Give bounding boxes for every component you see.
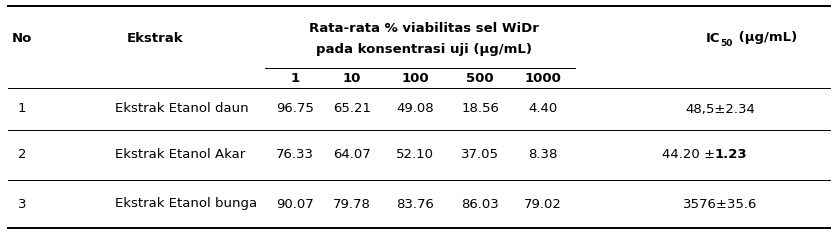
Text: 76.33: 76.33 xyxy=(276,149,314,161)
Text: 90.07: 90.07 xyxy=(277,197,314,211)
Text: 500: 500 xyxy=(466,71,494,85)
Text: 65.21: 65.21 xyxy=(333,102,371,116)
Text: 1: 1 xyxy=(291,71,299,85)
Text: 2: 2 xyxy=(18,149,26,161)
Text: 3: 3 xyxy=(18,197,26,211)
Text: Ekstrak Etanol bunga: Ekstrak Etanol bunga xyxy=(115,197,257,211)
Text: 64.07: 64.07 xyxy=(334,149,371,161)
Text: Rata-rata % viabilitas sel WiDr: Rata-rata % viabilitas sel WiDr xyxy=(309,22,539,34)
Text: 48,5±2.34: 48,5±2.34 xyxy=(685,102,755,116)
Text: Ekstrak Etanol daun: Ekstrak Etanol daun xyxy=(115,102,249,116)
Text: 3576±35.6: 3576±35.6 xyxy=(683,197,758,211)
Text: 83.76: 83.76 xyxy=(396,197,434,211)
Text: IC: IC xyxy=(706,31,720,44)
Text: 79.78: 79.78 xyxy=(333,197,371,211)
Text: Ekstrak: Ekstrak xyxy=(127,31,184,44)
Text: 52.10: 52.10 xyxy=(396,149,434,161)
Text: 96.75: 96.75 xyxy=(276,102,314,116)
Text: 86.03: 86.03 xyxy=(461,197,499,211)
Text: 1.23: 1.23 xyxy=(715,149,747,161)
Text: 8.38: 8.38 xyxy=(528,149,557,161)
Text: No: No xyxy=(12,31,32,44)
Text: 50: 50 xyxy=(720,38,732,48)
Text: 4.40: 4.40 xyxy=(529,102,557,116)
Text: 18.56: 18.56 xyxy=(461,102,499,116)
Text: 79.02: 79.02 xyxy=(524,197,562,211)
Text: (µg/mL): (µg/mL) xyxy=(734,31,797,44)
Text: Ekstrak Etanol Akar: Ekstrak Etanol Akar xyxy=(115,149,246,161)
Text: 100: 100 xyxy=(401,71,429,85)
Text: 37.05: 37.05 xyxy=(461,149,499,161)
Text: 10: 10 xyxy=(343,71,361,85)
Text: pada konsentrasi uji (µg/mL): pada konsentrasi uji (µg/mL) xyxy=(316,43,532,57)
Text: 49.08: 49.08 xyxy=(396,102,434,116)
Text: 44.20 ±: 44.20 ± xyxy=(662,149,715,161)
Text: 1000: 1000 xyxy=(525,71,561,85)
Text: 1: 1 xyxy=(18,102,26,116)
